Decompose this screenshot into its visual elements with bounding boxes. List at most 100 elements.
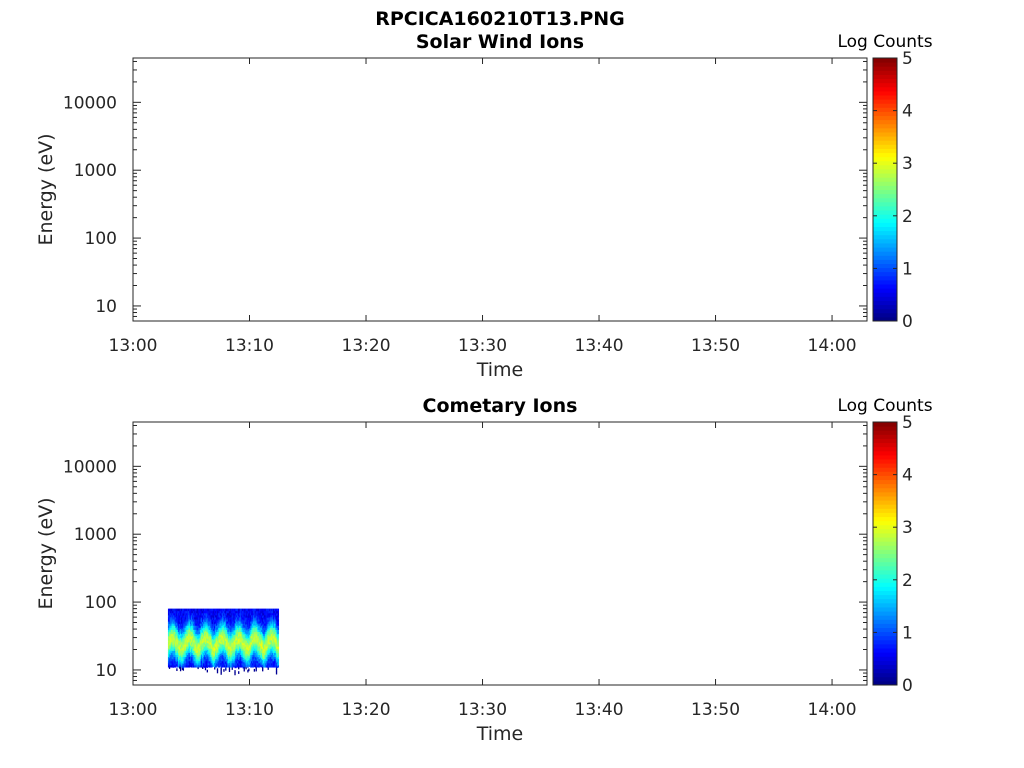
- heatmap-cell: [214, 612, 216, 616]
- heatmap-cell: [200, 629, 202, 633]
- heatmap-cell: [274, 650, 276, 653]
- heatmap-cell: [236, 629, 238, 633]
- heatmap-cell: [179, 634, 181, 637]
- heatmap-cell: [276, 638, 279, 641]
- heatmap-cell: [277, 633, 280, 637]
- heatmap-cell: [173, 639, 175, 643]
- heatmap-cell: [257, 625, 259, 628]
- heatmap-cell: [244, 648, 246, 651]
- heatmap-cell: [269, 650, 271, 653]
- heatmap-cell: [205, 631, 208, 635]
- heatmap-cell: [177, 623, 179, 626]
- heatmap-cell: [199, 627, 201, 630]
- heatmap-cell: [167, 614, 170, 618]
- heatmap-cell: [208, 631, 210, 635]
- heatmap-cell: [214, 653, 216, 657]
- heatmap-cell: [240, 629, 243, 633]
- heatmap-cell: [225, 631, 227, 635]
- heatmap-cell: [195, 631, 197, 635]
- heatmap-cell: [277, 625, 280, 628]
- heatmap-cell: [168, 617, 171, 620]
- heatmap-cell: [185, 629, 187, 633]
- heatmap-cell: [175, 637, 177, 641]
- heatmap-cell: [214, 639, 217, 643]
- heatmap-cell: [196, 662, 198, 666]
- heatmap-cell: [253, 664, 256, 668]
- heatmap-cell: [229, 660, 232, 664]
- heatmap-cell: [206, 615, 209, 619]
- heatmap-cell: [269, 662, 271, 666]
- heatmap-cell: [259, 660, 261, 664]
- heatmap-cell: [211, 665, 213, 668]
- heatmap-cell: [215, 656, 218, 660]
- heatmap-cell: [274, 635, 276, 639]
- heatmap-cell: [235, 633, 237, 637]
- heatmap-cell: [262, 642, 265, 645]
- heatmap-cell: [243, 652, 245, 656]
- colorbar-segment: [873, 454, 897, 460]
- heatmap-cell: [263, 650, 266, 653]
- heatmap-cell: [183, 650, 185, 653]
- heatmap-cell: [240, 627, 243, 630]
- heatmap-cell: [181, 643, 184, 647]
- heatmap-cell: [224, 635, 226, 639]
- heatmap-cell: [206, 660, 209, 664]
- heatmap-cell: [272, 658, 274, 662]
- colorbar-segment: [873, 561, 897, 567]
- heatmap-cell: [262, 628, 264, 632]
- x-tick-label: 13:30: [458, 700, 507, 720]
- heatmap-cell: [181, 647, 184, 651]
- heatmap-cell: [238, 657, 240, 661]
- heatmap-cell: [202, 634, 204, 637]
- heatmap-cell: [175, 639, 177, 643]
- heatmap-cell: [227, 656, 230, 660]
- heatmap-cell: [274, 635, 277, 639]
- heatmap-cell: [219, 610, 221, 614]
- heatmap-cell: [250, 656, 252, 660]
- heatmap-cell: [263, 665, 266, 668]
- heatmap-cell: [244, 637, 246, 641]
- heatmap-cell: [209, 631, 211, 635]
- heatmap-cell: [196, 660, 198, 664]
- heatmap-cell: [184, 629, 186, 633]
- heatmap-cell: [212, 608, 214, 612]
- heatmap-cell: [218, 625, 220, 628]
- heatmap-cell: [203, 633, 205, 637]
- heatmap-cell: [195, 619, 197, 622]
- heatmap-cell: [256, 613, 258, 616]
- heatmap-cell: [219, 644, 221, 648]
- heatmap-cell: [275, 653, 278, 656]
- heatmap-cell: [257, 654, 259, 658]
- heatmap-cell: [226, 660, 229, 664]
- heatmap-cell: [175, 642, 177, 645]
- heatmap-cell: [189, 652, 191, 655]
- heatmap-cell: [191, 610, 194, 614]
- heatmap-cell: [236, 627, 238, 630]
- heatmap-cell: [215, 625, 218, 628]
- heatmap-cell: [251, 648, 254, 651]
- heatmap-cell: [261, 648, 263, 651]
- heatmap-cell: [260, 648, 262, 651]
- heatmap-cell: [185, 646, 187, 649]
- heatmap-cell: [180, 635, 183, 639]
- heatmap-cell: [235, 665, 237, 669]
- heatmap-cell: [226, 619, 228, 622]
- heatmap-cell: [255, 647, 257, 651]
- heatmap-cell: [242, 659, 244, 663]
- heatmap-cell: [203, 637, 205, 641]
- heatmap-cell: [187, 608, 189, 612]
- heatmap-cell: [176, 629, 178, 632]
- heatmap-cell: [206, 610, 209, 614]
- heatmap-cell: [192, 644, 195, 647]
- heatmap-cell: [258, 635, 260, 639]
- heatmap-cell: [199, 614, 201, 618]
- heatmap-cell: [274, 617, 276, 620]
- heatmap-cell: [267, 608, 269, 612]
- heatmap-cell: [173, 646, 175, 649]
- heatmap-cell: [208, 623, 210, 626]
- heatmap-cell: [259, 633, 261, 637]
- heatmap-cell: [194, 617, 197, 620]
- heatmap-cell: [224, 612, 226, 616]
- heatmap-cell: [207, 651, 209, 655]
- heatmap-cell: [197, 612, 199, 616]
